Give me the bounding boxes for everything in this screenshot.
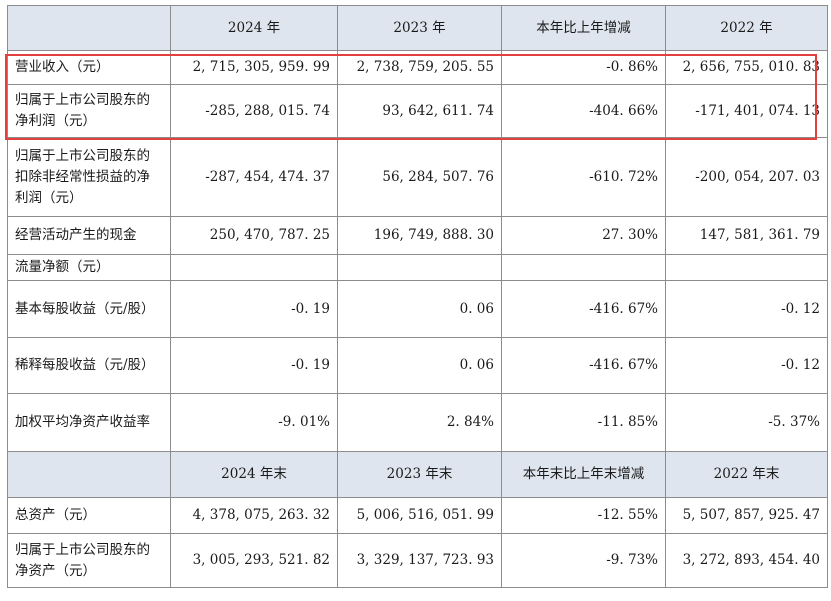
value-cell: 5, 006, 516, 051. 99 bbox=[337, 497, 502, 534]
row-label: 稀释每股收益（元/股） bbox=[7, 337, 171, 394]
value-cell bbox=[665, 254, 828, 281]
header-cell: 2022 年 bbox=[665, 5, 828, 51]
value-cell: 147, 581, 361. 79 bbox=[665, 216, 828, 255]
table-row: 归属于上市公司股东的净资产（元） 3, 005, 293, 521. 82 3,… bbox=[7, 533, 828, 588]
row-label: 营业收入（元） bbox=[7, 50, 171, 85]
value-cell: -12. 55% bbox=[501, 497, 666, 534]
table-row: 归属于上市公司股东的扣除非经常性损益的净利润（元） -287, 454, 474… bbox=[7, 137, 828, 217]
row-label: 流量净额（元） bbox=[7, 254, 171, 281]
value-cell bbox=[170, 254, 338, 281]
value-cell bbox=[337, 254, 502, 281]
header-cell: 2022 年末 bbox=[665, 451, 828, 498]
table-row: 营业收入（元） 2, 715, 305, 959. 99 2, 738, 759… bbox=[7, 50, 828, 85]
table-row: 稀释每股收益（元/股） -0. 19 0. 06 -416. 67% -0. 1… bbox=[7, 337, 828, 394]
row-label: 经营活动产生的现金 bbox=[7, 216, 171, 255]
value-cell: -0. 19 bbox=[170, 337, 338, 394]
value-cell: 3, 005, 293, 521. 82 bbox=[170, 533, 338, 588]
value-cell: 0. 06 bbox=[337, 280, 502, 338]
value-cell: -0. 86% bbox=[501, 50, 666, 85]
value-cell: -0. 12 bbox=[665, 337, 828, 394]
value-cell: -404. 66% bbox=[501, 84, 666, 138]
value-cell: -610. 72% bbox=[501, 137, 666, 217]
value-cell: 2. 84% bbox=[337, 393, 502, 452]
header-blank-cell bbox=[7, 451, 171, 498]
value-cell: 27. 30% bbox=[501, 216, 666, 255]
value-cell: 2, 656, 755, 010. 83 bbox=[665, 50, 828, 85]
value-cell: 3, 329, 137, 723. 93 bbox=[337, 533, 502, 588]
financial-summary-table: 2024 年 2023 年 本年比上年增减 2022 年 营业收入（元） 2, … bbox=[7, 5, 828, 588]
header-row: 2024 年末 2023 年末 本年末比上年末增减 2022 年末 bbox=[7, 451, 828, 498]
value-cell: 56, 284, 507. 76 bbox=[337, 137, 502, 217]
header-cell: 2023 年末 bbox=[337, 451, 502, 498]
value-cell: -287, 454, 474. 37 bbox=[170, 137, 338, 217]
table-row: 加权平均净资产收益率 -9. 01% 2. 84% -11. 85% -5. 3… bbox=[7, 393, 828, 452]
value-cell: 0. 06 bbox=[337, 337, 502, 394]
row-label: 总资产（元） bbox=[7, 497, 171, 534]
value-cell: 5, 507, 857, 925. 47 bbox=[665, 497, 828, 534]
value-cell: 250, 470, 787. 25 bbox=[170, 216, 338, 255]
value-cell: 2, 715, 305, 959. 99 bbox=[170, 50, 338, 85]
value-cell: -285, 288, 015. 74 bbox=[170, 84, 338, 138]
value-cell: -171, 401, 074. 13 bbox=[665, 84, 828, 138]
value-cell: 3, 272, 893, 454. 40 bbox=[665, 533, 828, 588]
header-cell: 2023 年 bbox=[337, 5, 502, 51]
row-label: 基本每股收益（元/股） bbox=[7, 280, 171, 338]
value-cell: -5. 37% bbox=[665, 393, 828, 452]
row-label: 归属于上市公司股东的净利润（元） bbox=[7, 84, 171, 138]
value-cell: 2, 738, 759, 205. 55 bbox=[337, 50, 502, 85]
header-cell: 2024 年末 bbox=[170, 451, 338, 498]
value-cell: -9. 73% bbox=[501, 533, 666, 588]
header-cell: 本年末比上年末增减 bbox=[501, 451, 666, 498]
value-cell: -416. 67% bbox=[501, 337, 666, 394]
value-cell: -200, 054, 207. 03 bbox=[665, 137, 828, 217]
row-label: 归属于上市公司股东的净资产（元） bbox=[7, 533, 171, 588]
value-cell: -9. 01% bbox=[170, 393, 338, 452]
value-cell: 4, 378, 075, 263. 32 bbox=[170, 497, 338, 534]
row-label: 加权平均净资产收益率 bbox=[7, 393, 171, 452]
value-cell bbox=[501, 254, 666, 281]
value-cell: -0. 12 bbox=[665, 280, 828, 338]
table-row: 基本每股收益（元/股） -0. 19 0. 06 -416. 67% -0. 1… bbox=[7, 280, 828, 338]
value-cell: 93, 642, 611. 74 bbox=[337, 84, 502, 138]
value-cell: 196, 749, 888. 30 bbox=[337, 216, 502, 255]
header-blank-cell bbox=[7, 5, 171, 51]
table-row: 归属于上市公司股东的净利润（元） -285, 288, 015. 74 93, … bbox=[7, 84, 828, 138]
table-row: 经营活动产生的现金 250, 470, 787. 25 196, 749, 88… bbox=[7, 216, 828, 255]
table-row: 流量净额（元） bbox=[7, 254, 828, 281]
row-label: 归属于上市公司股东的扣除非经常性损益的净利润（元） bbox=[7, 137, 171, 217]
value-cell: -11. 85% bbox=[501, 393, 666, 452]
table-row: 总资产（元） 4, 378, 075, 263. 32 5, 006, 516,… bbox=[7, 497, 828, 534]
value-cell: -416. 67% bbox=[501, 280, 666, 338]
header-cell: 2024 年 bbox=[170, 5, 338, 51]
header-row: 2024 年 2023 年 本年比上年增减 2022 年 bbox=[7, 5, 828, 51]
value-cell: -0. 19 bbox=[170, 280, 338, 338]
header-cell: 本年比上年增减 bbox=[501, 5, 666, 51]
